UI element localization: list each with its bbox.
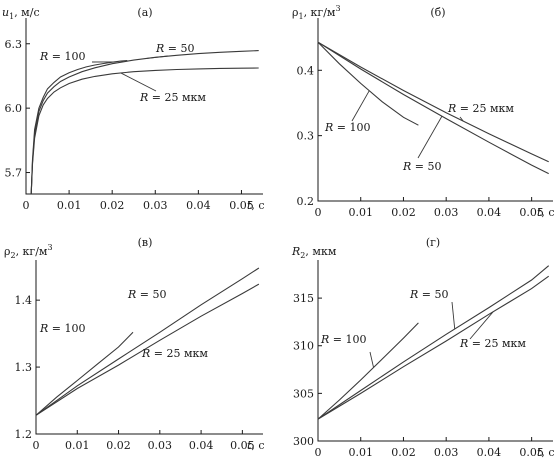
x-tick-label: 0.03	[434, 206, 459, 219]
annotation-leader	[146, 55, 169, 59]
series-line-1	[35, 331, 134, 416]
y-tick-label: 0.3	[297, 130, 315, 143]
x-tick-label: 0.01	[348, 446, 373, 459]
panel-label: (б)	[430, 6, 445, 19]
x-tick-label: 0.01	[348, 206, 373, 219]
y-tick-label: 305	[293, 387, 314, 400]
axes-frame	[25, 18, 263, 195]
annotation-leader	[459, 116, 464, 122]
annotation-leader	[351, 90, 370, 122]
y-axis-label: ρ1, кг/м3	[292, 4, 341, 21]
x-axis-label: t, с	[247, 199, 265, 212]
curve-annotation: R = 50	[402, 160, 442, 173]
chart-panel-3: 0 0.01 0.02 0.03 0.04 0.05 1.2 1.3 1.4 t, с ρ2, кг…	[4, 236, 265, 452]
curve-annotation: R = 100	[324, 121, 371, 134]
annotation-leader	[369, 351, 374, 368]
axes-frame	[317, 18, 553, 202]
x-tick-label: 0.04	[189, 439, 214, 452]
y-tick-label: 315	[293, 292, 314, 305]
y-axis-label: u1, м/с	[2, 6, 40, 21]
chart-panel-1: 0 0.01 0.02 0.03 0.04 0.05 5.7 6.0 6.3 t, с u1, м/…	[2, 6, 265, 212]
x-tick-label: 0.05	[229, 199, 254, 212]
curve-annotation: R = 100	[39, 322, 86, 335]
x-tick-label: 0	[23, 199, 30, 212]
curve-annotation: R = 50	[127, 288, 167, 301]
series-line-3	[317, 275, 550, 420]
y-axis-label: ρ2, кг/м3	[4, 243, 53, 260]
series-line-1	[317, 41, 419, 126]
annotation-leader	[417, 116, 443, 159]
series-line-2	[35, 267, 260, 416]
curve-annotation: R = 25 мкм	[141, 347, 208, 360]
panel-label: (в)	[138, 236, 153, 249]
curve-annotation: R = 50	[409, 288, 449, 301]
series-line-3	[30, 67, 259, 195]
series-line-2	[30, 50, 259, 195]
y-tick-label: 1.3	[15, 361, 33, 374]
x-tick-label: 0.03	[148, 439, 173, 452]
x-tick-label: 0	[315, 206, 322, 219]
y-tick-label: 1.4	[15, 294, 33, 307]
x-tick-label: 0.05	[519, 446, 544, 459]
curve-annotation: R = 100	[320, 333, 367, 346]
y-tick-label: 310	[293, 340, 314, 353]
x-tick-label: 0.02	[106, 439, 131, 452]
x-tick-label: 0.01	[57, 199, 82, 212]
x-tick-label: 0.03	[434, 446, 459, 459]
curve-annotation: R = 25 мкм	[447, 102, 514, 115]
x-tick-label: 0.02	[100, 199, 125, 212]
y-tick-label: 5.7	[5, 167, 23, 180]
x-tick-label: 0.05	[519, 206, 544, 219]
x-axis-label: t, с	[537, 446, 555, 459]
y-tick-label: 0.2	[297, 195, 315, 208]
series-line-3	[317, 41, 549, 163]
x-tick-label: 0	[315, 446, 322, 459]
x-tick-label: 0.04	[477, 446, 502, 459]
x-tick-label: 0.02	[391, 446, 416, 459]
x-tick-label: 0.01	[65, 439, 90, 452]
x-axis-label: t, с	[537, 206, 555, 219]
chart-panel-2: 0 0.01 0.02 0.03 0.04 0.05 0.2 0.3 0.4 t, с ρ1, кг…	[292, 4, 555, 219]
curve-annotation: R = 25 мкм	[139, 91, 206, 104]
y-tick-label: 0.4	[297, 64, 315, 77]
x-tick-label: 0.02	[391, 206, 416, 219]
curve-annotation: R = 50	[155, 42, 195, 55]
annotation-leader	[451, 301, 456, 330]
annotation-leader	[120, 72, 157, 92]
curve-annotation: R = 100	[39, 50, 86, 63]
series-line-1	[317, 322, 419, 420]
series-line-2	[317, 265, 550, 420]
x-tick-label: 0	[33, 439, 40, 452]
curve-annotation: R = 25 мкм	[459, 337, 526, 350]
chart-panel-4: 0 0.01 0.02 0.03 0.04 0.05 300 305 310 315 t, с R2,…	[291, 236, 555, 459]
y-axis-label: R2, мкм	[291, 245, 337, 260]
y-tick-label: 6.3	[5, 38, 23, 51]
y-tick-label: 300	[293, 435, 314, 448]
x-axis-label: t, с	[247, 439, 265, 452]
series-line-1	[30, 59, 128, 195]
panel-label: (а)	[137, 6, 152, 19]
series-line-2	[317, 41, 549, 175]
x-tick-label: 0.05	[230, 439, 255, 452]
x-tick-label: 0.04	[186, 199, 211, 212]
annotation-leader	[469, 311, 494, 340]
y-tick-label: 1.2	[15, 428, 33, 441]
panel-label: (г)	[426, 236, 440, 249]
series-line-3	[35, 283, 260, 416]
x-tick-label: 0.04	[477, 206, 502, 219]
x-tick-label: 0.03	[143, 199, 168, 212]
y-tick-label: 6.0	[5, 102, 23, 115]
